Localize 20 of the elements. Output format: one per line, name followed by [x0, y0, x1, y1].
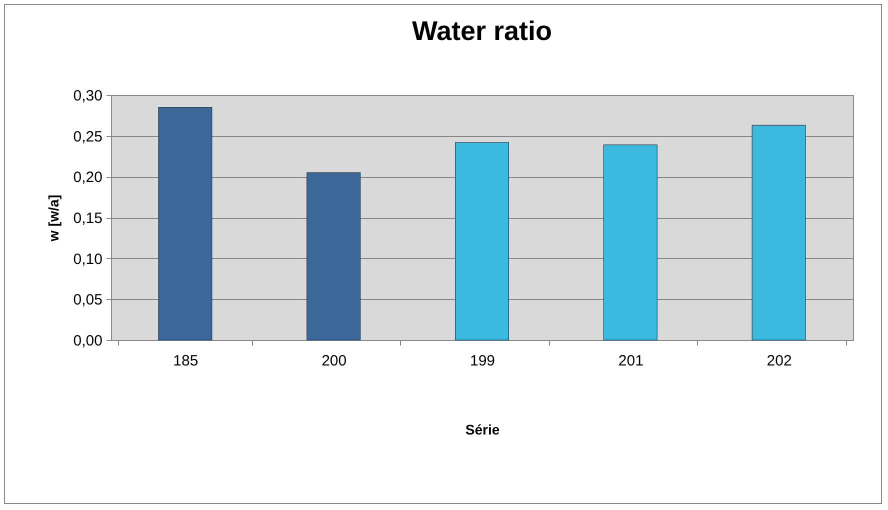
y-tick-label: 0,20	[73, 169, 102, 186]
chart-title: Water ratio	[412, 16, 552, 46]
y-tick-label: 0,05	[73, 292, 102, 309]
y-tick-label: 0,10	[73, 250, 102, 268]
y-tick-label: 0,15	[73, 210, 102, 227]
x-tick-label: 200	[322, 352, 347, 370]
x-tick-label: 202	[766, 352, 792, 370]
y-tick-label: 0,25	[73, 128, 102, 146]
x-tick-label: 185	[173, 352, 198, 370]
y-axis-title: w [w/a]	[45, 194, 62, 242]
y-tick-label: 0,30	[73, 88, 102, 104]
bar	[752, 124, 806, 340]
x-tick-label: 201	[618, 352, 644, 370]
bar	[306, 172, 361, 340]
y-tick-label: 0,00	[73, 332, 102, 350]
bar	[454, 142, 510, 340]
bar	[158, 106, 212, 340]
bar	[603, 144, 658, 340]
x-axis-title: Série	[465, 422, 500, 438]
x-tick-label: 199	[470, 352, 496, 370]
